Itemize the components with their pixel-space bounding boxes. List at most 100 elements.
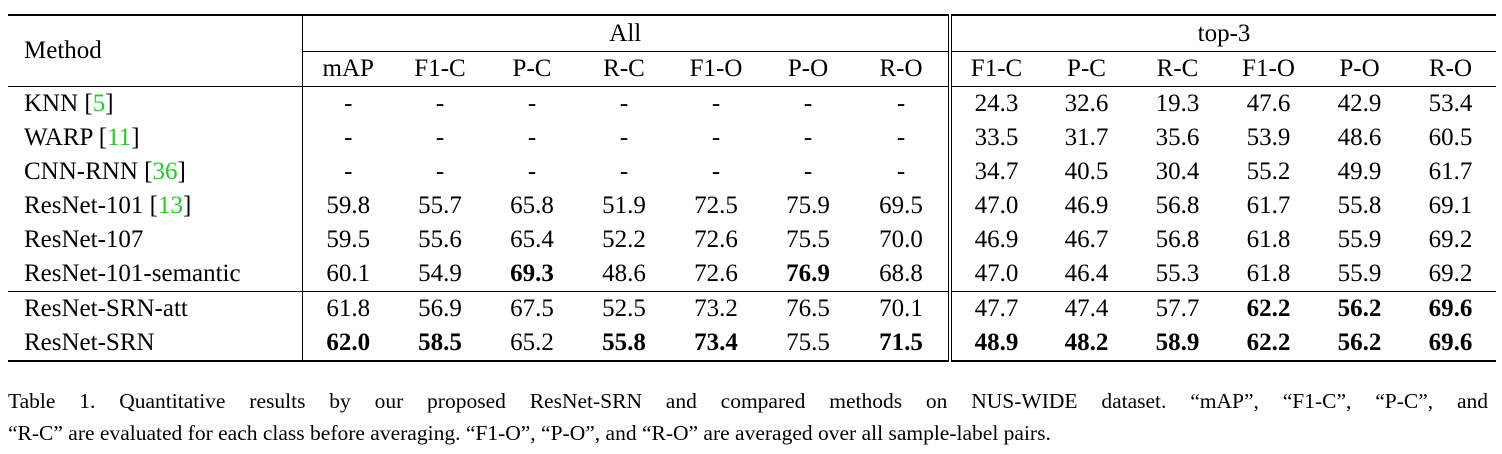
value-cell: 47.6 xyxy=(1246,90,1291,117)
value-cell: 62.2 xyxy=(1246,295,1291,322)
value-cell: - xyxy=(435,90,445,117)
value-cell: 48.9 xyxy=(950,326,1041,362)
value-cell: 55.9 xyxy=(1314,257,1405,292)
value-cell: 76.9 xyxy=(762,257,854,292)
value-cell: 69.5 xyxy=(854,189,952,223)
value-cell: - xyxy=(344,158,353,185)
table-row: CNN-RNN [36] - - - - - - -34.7 40.5 30.4 55.2 49.9 6… xyxy=(8,155,1496,189)
value-cell: 58.5 xyxy=(394,326,486,362)
value-cell: 75.9 xyxy=(786,192,830,219)
value-cell: 46.9 xyxy=(974,226,1019,253)
value-cell: 69.1 xyxy=(1428,192,1473,219)
value-cell: 56.8 xyxy=(1155,192,1200,219)
value-cell: - xyxy=(803,124,813,151)
value-cell: 61.8 xyxy=(1223,257,1314,292)
value-cell: 72.6 xyxy=(670,257,762,292)
method-cell: WARP [11] xyxy=(8,121,303,155)
value-cell: 60.1 xyxy=(302,257,394,292)
header-row: Method All top-3 xyxy=(8,14,1497,87)
value-cell: - xyxy=(711,158,721,185)
citation: ] xyxy=(105,90,114,117)
value-cell: 31.7 xyxy=(1064,124,1109,151)
value-cell: - xyxy=(711,90,721,117)
value-cell: 71.5 xyxy=(854,326,952,362)
column-header: F1-C xyxy=(950,51,1041,87)
value-cell: 47.0 xyxy=(950,257,1041,292)
group-header: top-3 xyxy=(950,14,1497,52)
table-row: ResNet-SRN-att 61.8 56.9 67.5 52.5 73.2 76.5 70… xyxy=(8,291,1496,326)
value-cell: 32.6 xyxy=(1064,90,1109,117)
value-cell: - xyxy=(527,90,537,117)
value-cell: 61.8 xyxy=(326,295,371,322)
value-cell: - xyxy=(344,90,353,117)
value-cell: 65.4 xyxy=(510,226,554,253)
citation: 13 xyxy=(158,192,183,219)
method-name: ResNet-101-semantic xyxy=(24,260,241,287)
value-cell: 69.6 xyxy=(1428,295,1473,322)
value-cell: 61.8 xyxy=(1246,226,1291,253)
table-row: ResNet-SRN 62.0 58.5 65.2 55.8 73.4 75.5 71.5 48… xyxy=(8,326,1497,362)
value-cell: 48.2 xyxy=(1041,326,1132,362)
value-cell: 70.0 xyxy=(854,223,952,257)
column-header: mAP xyxy=(302,51,394,87)
citation: [ xyxy=(144,158,153,185)
table-row: WARP [11] - - - - - - -33.5 31.7 35.6 53.9 48.6 60.5 xyxy=(8,121,1496,155)
column-header: P-C xyxy=(1041,51,1132,87)
value-cell: 61.7 xyxy=(1246,192,1291,219)
value-cell: 52.2 xyxy=(602,226,646,253)
column-header: P-O xyxy=(1314,51,1405,87)
caption-line: Table 1. Quantitative results by our pro… xyxy=(8,389,1488,413)
value-cell: 24.3 xyxy=(974,90,1019,117)
value-cell: 47.7 xyxy=(974,295,1019,322)
value-cell: 46.9 xyxy=(1064,192,1109,219)
value-cell: 62.2 xyxy=(1223,326,1314,362)
method-name: WARP xyxy=(24,124,93,151)
value-cell: 59.8 xyxy=(326,192,371,219)
column-header: F1-C xyxy=(394,51,486,87)
value-cell: - xyxy=(854,86,952,121)
value-cell: 72.5 xyxy=(694,192,738,219)
citation: [ xyxy=(84,90,93,117)
value-cell: 47.0 xyxy=(974,192,1019,219)
value-cell: 75.5 xyxy=(786,226,830,253)
method-cell: CNN-RNN [36] xyxy=(8,155,303,189)
value-cell: 69.2 xyxy=(1405,257,1497,292)
value-cell: - xyxy=(527,158,537,185)
value-cell: 69.2 xyxy=(1428,226,1473,253)
method-cell: ResNet-101 [13] xyxy=(8,189,303,223)
citation: 36 xyxy=(152,158,178,185)
value-cell: - xyxy=(619,158,629,185)
group-header: All xyxy=(302,14,952,52)
column-header: F1-O xyxy=(670,51,762,87)
method-name: ResNet-101 xyxy=(24,192,144,219)
value-cell: 69.3 xyxy=(486,257,578,292)
value-cell: 68.8 xyxy=(854,257,952,292)
value-cell: 56.9 xyxy=(418,295,462,322)
value-cell: 60.5 xyxy=(1428,124,1473,151)
column-header: P-C xyxy=(486,51,578,87)
method-name: CNN-RNN xyxy=(24,158,138,185)
caption: Table 1. Quantitative results by our pro… xyxy=(8,385,1488,449)
value-cell: 55.8 xyxy=(1337,192,1382,219)
value-cell: 56.2 xyxy=(1337,295,1382,322)
value-cell: - xyxy=(344,124,353,151)
value-cell: 67.5 xyxy=(510,295,554,322)
value-cell: 35.6 xyxy=(1155,124,1200,151)
results-table: Method All top-3 mAP F1-C P-C R-C F1-O P-O R-O F1-… xyxy=(8,14,1497,362)
value-cell: 46.7 xyxy=(1064,226,1109,253)
method-name: KNN xyxy=(24,90,79,117)
citation: ] xyxy=(177,158,186,185)
value-cell: 19.3 xyxy=(1155,90,1200,117)
header-row: mAP F1-C P-C R-C F1-O P-O R-O F1-C P-C R-C F1-O P-O… xyxy=(8,51,1497,87)
value-cell: 53.4 xyxy=(1428,90,1473,117)
value-cell: 49.9 xyxy=(1337,158,1382,185)
value-cell: 76.5 xyxy=(786,295,830,322)
value-cell: 59.5 xyxy=(326,226,371,253)
method-cell: ResNet-SRN-att xyxy=(8,291,303,326)
value-cell: 55.6 xyxy=(418,226,462,253)
column-header: F1-O xyxy=(1223,51,1314,87)
value-cell: 40.5 xyxy=(1064,158,1109,185)
table-body: Method All top-3 mAP F1-C P-C R-C F1-O P-O R-O F1-… xyxy=(8,14,1497,362)
value-cell: 48.6 xyxy=(578,257,670,292)
table-row: KNN [5] - - - - - - -24.3 32.6 19.3 47.6 42.9 53.4 xyxy=(8,86,1496,121)
